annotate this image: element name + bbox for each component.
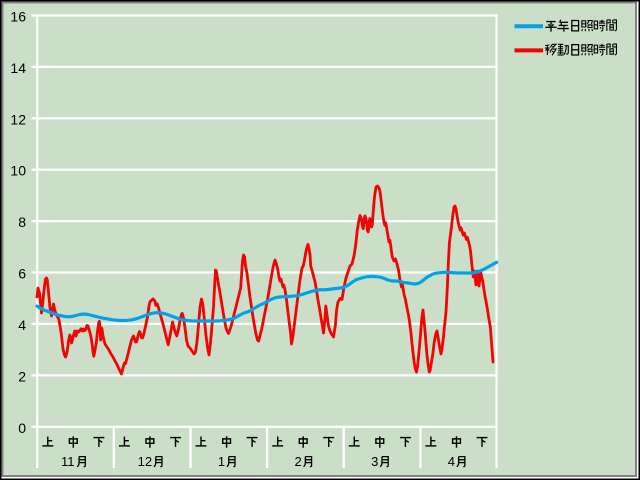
svg-text:11: 11 xyxy=(61,454,75,469)
svg-text:8: 8 xyxy=(18,214,26,230)
svg-text:1: 1 xyxy=(218,454,225,469)
svg-text:2: 2 xyxy=(295,454,302,469)
svg-text:6: 6 xyxy=(18,266,26,282)
svg-text:3: 3 xyxy=(371,454,378,469)
svg-text:10: 10 xyxy=(10,163,26,179)
svg-text:14: 14 xyxy=(10,60,26,76)
svg-text:16: 16 xyxy=(10,9,26,25)
svg-text:4: 4 xyxy=(18,317,26,333)
svg-text:4: 4 xyxy=(448,454,455,469)
svg-text:12: 12 xyxy=(138,454,152,469)
svg-text:12: 12 xyxy=(10,111,26,127)
svg-text:2: 2 xyxy=(18,368,26,384)
svg-text:0: 0 xyxy=(18,420,26,436)
